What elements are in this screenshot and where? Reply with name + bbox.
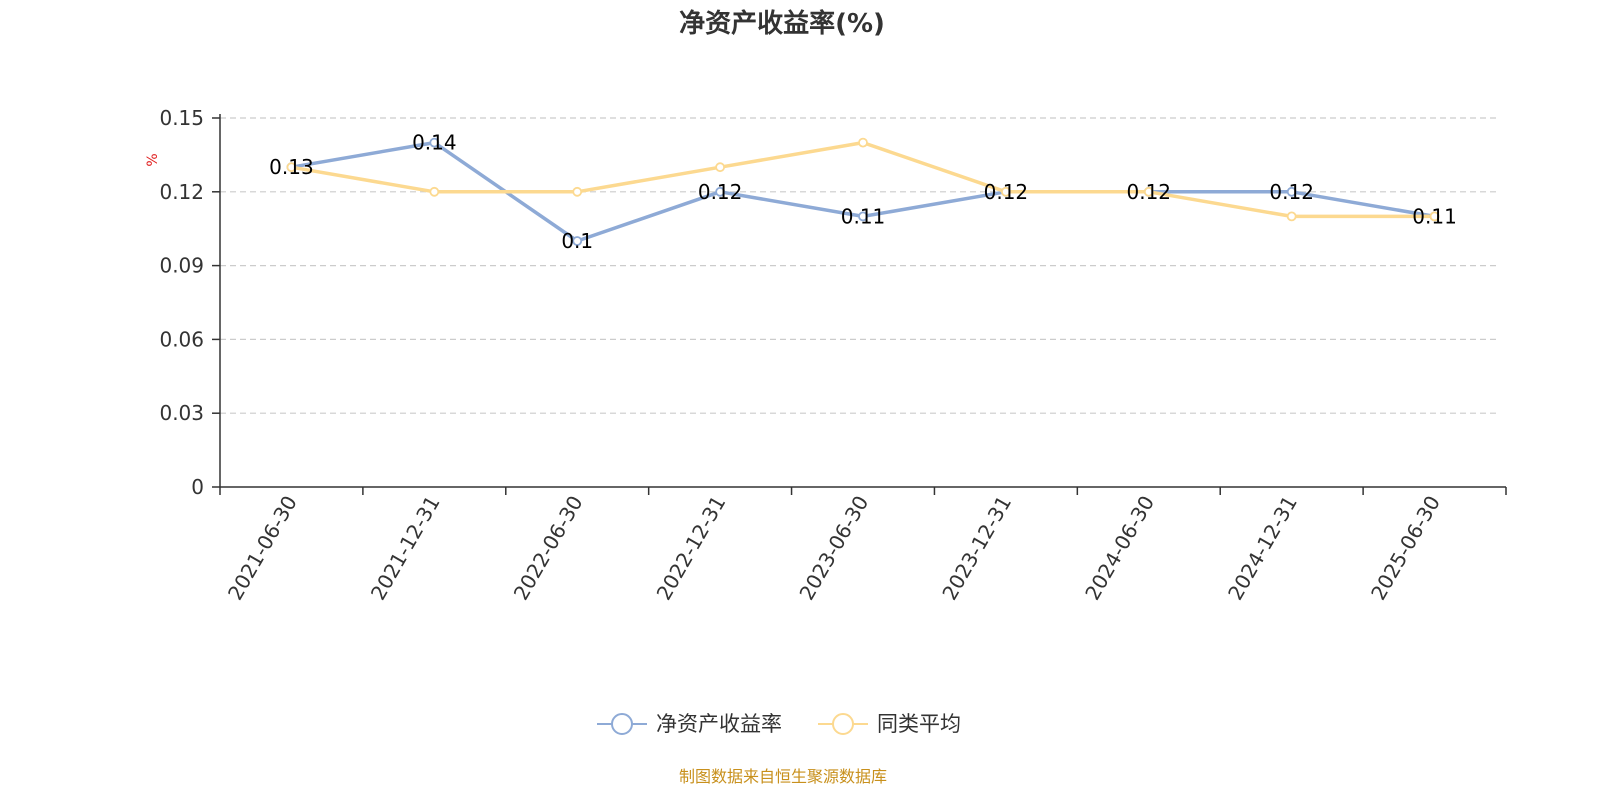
legend-roe-label: 净资产收益率 <box>656 712 782 736</box>
data-point[interactable] <box>286 162 297 173</box>
y-tick-label: 0 <box>191 475 204 499</box>
data-point[interactable] <box>429 137 440 148</box>
x-tick-label: 2024-06-30 <box>1080 492 1159 605</box>
x-tick-label: 2022-06-30 <box>509 492 588 605</box>
legend-peer-average-label: 同类平均 <box>877 712 961 736</box>
data-label: 0.1 <box>561 229 593 253</box>
data-point[interactable] <box>1429 211 1440 222</box>
data-label: 0.13 <box>269 155 314 179</box>
x-tick-label: 2021-06-30 <box>223 492 302 605</box>
y-tick-label: 0.09 <box>159 254 204 278</box>
chart-title: 净资产收益率(%) <box>679 8 885 39</box>
x-tick-label: 2022-12-31 <box>652 492 731 605</box>
data-label: 0.12 <box>698 180 743 204</box>
data-source-note: 制图数据来自恒生聚源数据库 <box>679 767 887 786</box>
legend[interactable]: 净资产收益率 同类平均 <box>597 712 961 736</box>
data-point[interactable] <box>858 211 868 222</box>
legend-item-roe[interactable]: 净资产收益率 <box>597 712 782 736</box>
series <box>286 137 1440 246</box>
x-tick-label: 2023-06-30 <box>794 492 873 605</box>
data-point[interactable] <box>715 162 726 173</box>
data-labels: 0.13 0.14 0.1 0.12 0.11 0.12 0.12 0.12 0.11 <box>269 131 1457 253</box>
data-point[interactable] <box>715 186 726 197</box>
data-point[interactable] <box>572 236 583 246</box>
data-point[interactable] <box>858 137 868 148</box>
data-label: 0.11 <box>1412 204 1457 228</box>
data-label: 0.12 <box>984 180 1029 204</box>
data-point[interactable] <box>1286 186 1297 197</box>
grid-lines <box>220 117 1498 414</box>
x-tick-label: 2023-12-31 <box>937 492 1016 605</box>
y-axis-unit: % <box>145 153 161 166</box>
y-tick-label: 0.12 <box>159 180 204 204</box>
legend-roe-icon <box>611 713 633 735</box>
legend-peer-average-icon <box>832 713 854 735</box>
y-tick-label: 0.06 <box>159 327 204 351</box>
data-point[interactable] <box>1286 211 1297 222</box>
y-tick-label: 0.15 <box>159 106 204 130</box>
data-point[interactable] <box>572 186 583 197</box>
y-tick-label: 0.03 <box>159 401 204 425</box>
data-point[interactable] <box>429 186 440 197</box>
data-label: 0.11 <box>841 204 886 228</box>
data-point[interactable] <box>1000 186 1011 197</box>
x-tick-label: 2024-12-31 <box>1223 492 1302 605</box>
data-label: 0.14 <box>412 131 457 155</box>
data-label: 0.12 <box>1127 180 1172 204</box>
data-label: 0.12 <box>1269 180 1314 204</box>
legend-item-peer-average[interactable]: 同类平均 <box>818 712 961 736</box>
x-tick-label: 2025-06-30 <box>1366 492 1445 605</box>
x-tick-label: 2021-12-31 <box>366 492 445 605</box>
data-point[interactable] <box>1143 186 1154 197</box>
